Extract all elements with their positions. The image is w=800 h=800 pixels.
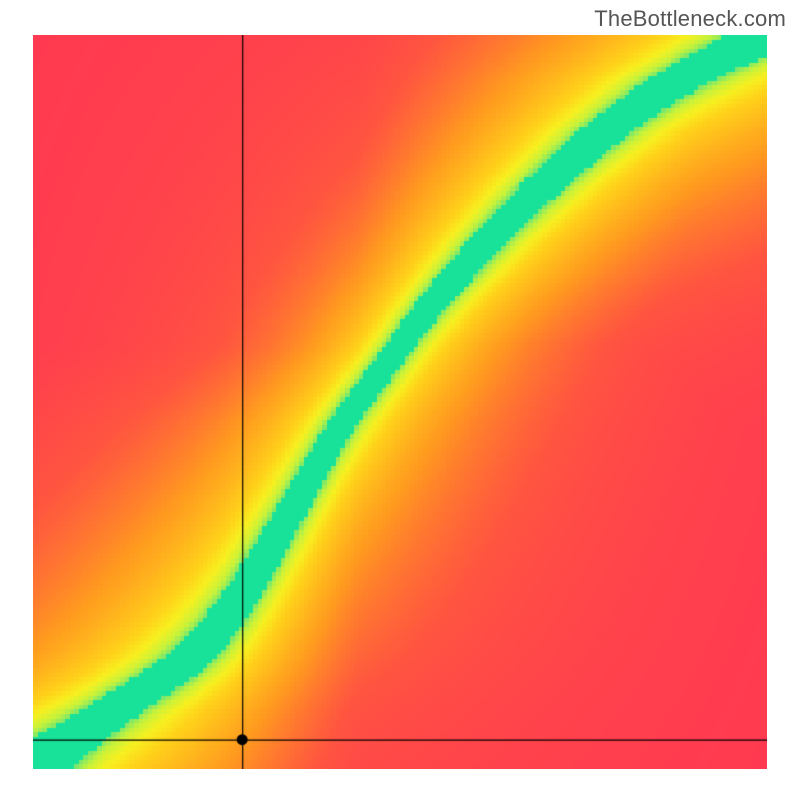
watermark-text: TheBottleneck.com <box>594 6 786 32</box>
bottleneck-heatmap <box>33 35 767 769</box>
